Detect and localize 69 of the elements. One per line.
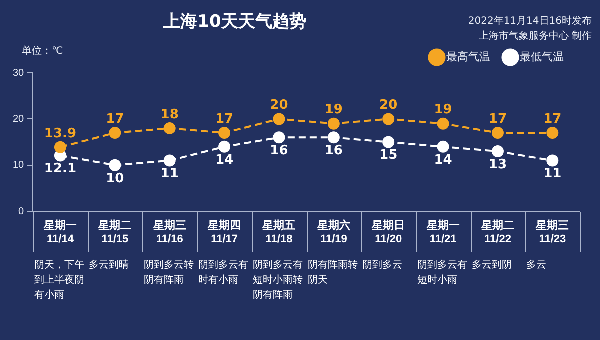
data-label: 17 (488, 112, 508, 127)
data-label: 11 (544, 166, 562, 182)
data-label: 11 (160, 166, 179, 182)
data-label: 13.9 (44, 126, 77, 142)
x-tick-label: 星期一 11/14 (42, 219, 77, 246)
point (492, 146, 504, 158)
point (218, 127, 231, 140)
point (218, 140, 231, 153)
data-label: 16 (270, 144, 288, 159)
data-label: 19 (324, 102, 343, 118)
point (54, 141, 66, 154)
point (273, 113, 286, 126)
point (437, 140, 450, 153)
point (492, 127, 504, 140)
text: 阴天，下午到上半夜阴有小雨 (34, 260, 84, 301)
point (164, 154, 176, 167)
text: 多云到阴 (472, 260, 512, 271)
point (109, 159, 122, 172)
legend-label: 最低气温 (520, 52, 564, 64)
data-label: 20 (380, 98, 398, 114)
text: 阴到多云转阴有阵雨 (144, 260, 194, 286)
text: 阴到多云有短时小雨 (417, 260, 468, 286)
x-tick-label: 星期五 11/18 (262, 219, 296, 246)
x-tick-label: 星期六 11/19 (316, 219, 350, 246)
data-label: 20 (270, 98, 288, 114)
text: 阴有阵雨转阴天 (308, 260, 358, 286)
data-label: 19 (434, 102, 452, 118)
data-label: 15 (380, 148, 398, 164)
x-tick-label: 星期一 11/21 (426, 219, 460, 246)
data-label: 13 (488, 157, 508, 172)
point (109, 127, 122, 140)
point (382, 113, 395, 126)
data-label: 14 (434, 152, 452, 168)
legend-label: 最高气温 (446, 50, 490, 64)
data-label: 12.1 (44, 162, 77, 177)
text: 阴到多云有时有小雨 (198, 260, 249, 286)
data-label: 10 (106, 171, 124, 186)
data-label: 17 (544, 112, 562, 127)
point (273, 132, 286, 144)
data-label: 14 (215, 152, 234, 168)
text: 多云 (526, 258, 548, 273)
data-label: 17 (215, 112, 234, 127)
point (437, 118, 450, 130)
y-axis-title: 单位：℃ (22, 44, 64, 58)
x-tick-label: 星期三 11/16 (152, 219, 186, 246)
text: 上海市气象服务中心 制作 (478, 30, 592, 44)
data-label: 18 (160, 107, 179, 122)
data-label: 16 (324, 144, 343, 159)
chart-title: 上海10天天气趋势 (162, 11, 308, 33)
data-label: 17 (106, 112, 124, 127)
point (546, 127, 559, 140)
text: 阴到多云 (362, 260, 403, 271)
text: 多云到晴 (89, 260, 130, 271)
y-tick-label: 0 (18, 206, 25, 218)
point (328, 118, 340, 130)
y-tick-label: 20 (13, 114, 25, 125)
point (164, 122, 176, 134)
x-tick-label: 星期二 11/22 (480, 219, 514, 246)
x-tick-label: 星期日 11/20 (371, 219, 406, 246)
point (328, 132, 340, 144)
x-tick-label: 星期四 11/17 (207, 219, 242, 246)
text: 阴到多云有短时小雨转阴有阵雨 (253, 260, 304, 301)
x-tick-label: 星期二 11/15 (98, 219, 132, 246)
point (382, 136, 395, 148)
text: 2022年11月14日16时发布 (468, 14, 592, 29)
y-tick-label: 10 (13, 160, 25, 172)
x-tick-label: 星期三 11/23 (535, 219, 570, 246)
y-tick-label: 30 (13, 68, 25, 79)
point (546, 154, 559, 167)
